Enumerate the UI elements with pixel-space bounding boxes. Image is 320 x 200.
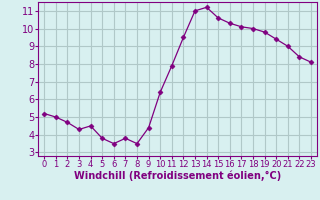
X-axis label: Windchill (Refroidissement éolien,°C): Windchill (Refroidissement éolien,°C) (74, 171, 281, 181)
